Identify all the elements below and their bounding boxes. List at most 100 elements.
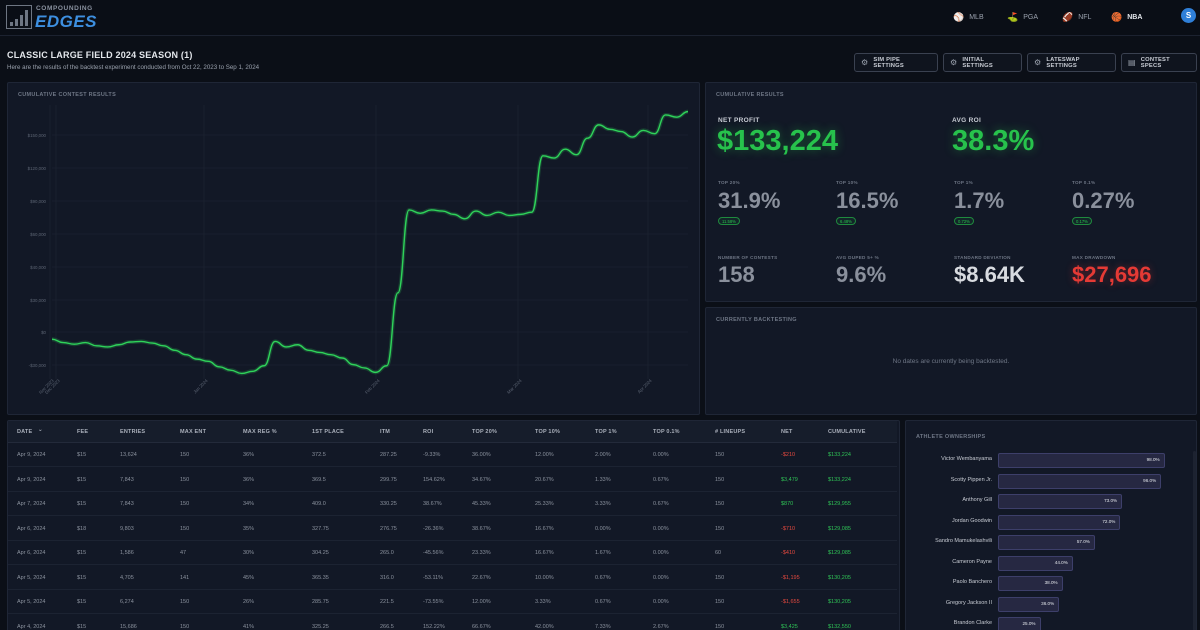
table-cell: Apr 7, 2024 (17, 501, 46, 507)
ownership-row[interactable]: Victor Wembanyama 98.0% (906, 451, 1196, 471)
nav-mlb[interactable]: ⚾ MLB (953, 10, 984, 24)
table-row[interactable]: Apr 7, 2024 $15 7,843 150 34% 409.0 330.25 38.6… (8, 492, 897, 516)
table-cell: -$1,655 (781, 599, 800, 605)
column-header-max-ent[interactable]: MAX ENT (180, 429, 207, 435)
table-cell: 38.67% (423, 501, 442, 507)
ownership-row[interactable]: Anthony Gill 73.0% (906, 492, 1196, 512)
table-cell: 45% (243, 574, 255, 581)
summary-stat-label: STANDARD DEVIATION (954, 255, 1011, 260)
user-avatar[interactable]: S (1181, 8, 1196, 23)
table-row[interactable]: Apr 6, 2024 $18 9,803 150 35% 327.75 276.75 -26… (8, 517, 897, 541)
table-cell: 265.0 (380, 550, 394, 556)
ownership-percent: 44.0% (1054, 559, 1068, 565)
column-header-itm[interactable]: ITM (380, 429, 391, 435)
contest-specs-button[interactable]: ▤ CONTEST SPECS (1121, 53, 1197, 72)
table-cell: 26% (243, 599, 255, 605)
table-cell: -45.56% (423, 550, 444, 556)
ownership-row[interactable]: Sandro Mamukelashvili 57.0% (906, 533, 1196, 553)
table-cell: $870 (781, 501, 794, 507)
table-cell: 150 (180, 452, 190, 458)
net-profit-label: NET PROFIT (718, 117, 760, 124)
table-cell: $129,085 (828, 550, 851, 556)
table-cell: 25.33% (535, 501, 554, 507)
sim-pipe-settings-button[interactable]: ⚙ SIM PIPE SETTINGS (854, 53, 938, 72)
table-cell: 150 (180, 623, 190, 630)
column-header-top-0-1-[interactable]: TOP 0.1% (653, 429, 680, 435)
column-header-top-20-[interactable]: TOP 20% (472, 429, 498, 435)
ownership-row[interactable]: Brandon Clarke 25.0% (906, 615, 1196, 630)
contests-table-panel: DATE FEE ENTRIES MAX ENT MAX REG % 1ST PLACE I… (7, 420, 900, 630)
table-cell: 325.25 (312, 623, 329, 630)
results-panel-title: CUMULATIVE RESULTS (716, 92, 784, 98)
cumulative-line-chart: $150,000 $120,000 $90,000 $60,000 $40,000 $30… (28, 105, 689, 395)
table-cell: -$210 (781, 452, 796, 458)
table-cell: $130,205 (828, 574, 851, 581)
table-cell: 15,686 (120, 623, 137, 630)
ownership-bar: 44.0% (998, 555, 1073, 571)
ownership-bar: 96.0% (998, 473, 1162, 489)
table-cell: 45.33% (472, 501, 491, 507)
column-header-top-1-[interactable]: TOP 1% (595, 429, 617, 435)
table-row[interactable]: Apr 4, 2024 $15 15,686 150 41% 325.25 266.5 152… (8, 615, 897, 630)
ownership-row[interactable]: Paolo Banchero 38.0% (906, 574, 1196, 594)
column-header-entries[interactable]: ENTRIES (120, 429, 146, 435)
column-header-1st-place[interactable]: 1ST PLACE (312, 429, 345, 435)
table-cell: 276.75 (380, 525, 397, 532)
logo-wordmark-bottom: EDGES (35, 12, 98, 31)
ownership-row[interactable]: Scotty Pippen Jr. 96.0% (906, 472, 1196, 492)
table-row[interactable]: Apr 6, 2024 $15 1,586 47 30% 304.25 265.0 -45.5… (8, 541, 897, 565)
table-cell: 3.33% (535, 599, 551, 605)
avg-roi-label: AVG ROI (952, 117, 982, 124)
column-header-fee[interactable]: FEE (77, 429, 89, 435)
lateswap-settings-button[interactable]: ⚙ LATESWAP SETTINGS (1027, 53, 1116, 72)
table-cell: 154.62% (423, 476, 445, 483)
table-cell: 34.67% (472, 476, 491, 483)
nav-pga[interactable]: ⛳ PGA (1007, 10, 1038, 24)
table-cell: 0.67% (595, 574, 611, 581)
athlete-name: Anthony Gill (962, 497, 992, 503)
ownership-row[interactable]: Gregory Jackson II 36.0% (906, 595, 1196, 615)
table-cell: 10.00% (535, 574, 554, 581)
table-cell: $3,425 (781, 623, 798, 630)
column-header-top-10-[interactable]: TOP 10% (535, 429, 561, 435)
column-header-roi[interactable]: ROI (423, 429, 434, 435)
summary-stat-label: MAX DRAWDOWN (1072, 255, 1116, 260)
app-logo[interactable]: COMPOUNDING EDGES (6, 4, 98, 31)
cumulative-chart-panel: CUMULATIVE CONTEST RESULTS $150,000 $120,… (7, 82, 700, 415)
nav-label: PGA (1023, 13, 1039, 21)
table-cell: 0.00% (653, 452, 669, 458)
table-scroll-thumb[interactable] (899, 423, 900, 478)
table-cell: 150 (715, 623, 725, 630)
column-header-cumulative[interactable]: CUMULATIVE (828, 429, 866, 435)
column-header-date[interactable]: DATE (17, 429, 33, 435)
table-cell: 7,843 (120, 501, 134, 507)
table-row[interactable]: Apr 9, 2024 $15 13,624 150 36% 372.5 287.25 -9.… (8, 443, 897, 467)
ownerships-scrollbar[interactable] (1193, 451, 1196, 630)
column-header--lineups[interactable]: # LINEUPS (715, 429, 746, 435)
sort-chevron-icon[interactable]: ⌄ (38, 427, 43, 433)
initial-settings-button[interactable]: ⚙ INITIAL SETTINGS (943, 53, 1022, 72)
table-row[interactable]: Apr 9, 2024 $15 7,843 150 36% 369.5 299.75 154.… (8, 468, 897, 492)
column-header-max-reg-[interactable]: MAX REG % (243, 429, 277, 435)
table-cell: $15 (77, 574, 87, 581)
athlete-name: Gregory Jackson II (945, 599, 992, 606)
table-cell: 36.00% (472, 452, 491, 458)
table-cell: 150 (180, 501, 190, 507)
nav-nfl[interactable]: 🏈 NFL (1062, 10, 1091, 24)
table-cell: 285.75 (312, 599, 329, 605)
athlete-ownerships-panel: ATHLETE OWNERSHIPS Victor Wembanyama 98.0… (905, 420, 1197, 630)
ownership-percent: 98.0% (1146, 457, 1160, 462)
ownership-percent: 96.0% (1143, 477, 1157, 483)
table-scrollbar[interactable] (899, 423, 900, 628)
table-cell: $15 (77, 599, 87, 605)
nav-nba[interactable]: 🏀 NBA (1111, 10, 1142, 24)
table-row[interactable]: Apr 5, 2024 $15 6,274 150 26% 285.75 221.5 -73.… (8, 590, 897, 614)
table-cell: 41% (243, 623, 255, 630)
y-tick-label: $30,000 (30, 298, 46, 303)
table-cell: -$410 (781, 550, 796, 556)
table-row[interactable]: Apr 5, 2024 $15 4,705 141 45% 365.35 316.0 -53.… (8, 566, 897, 590)
table-cell: $3,479 (781, 476, 798, 483)
column-header-net[interactable]: NET (781, 429, 793, 435)
ownership-row[interactable]: Jordan Goodwin 72.0% (906, 513, 1196, 533)
ownership-row[interactable]: Cameron Payne 44.0% (906, 554, 1196, 574)
